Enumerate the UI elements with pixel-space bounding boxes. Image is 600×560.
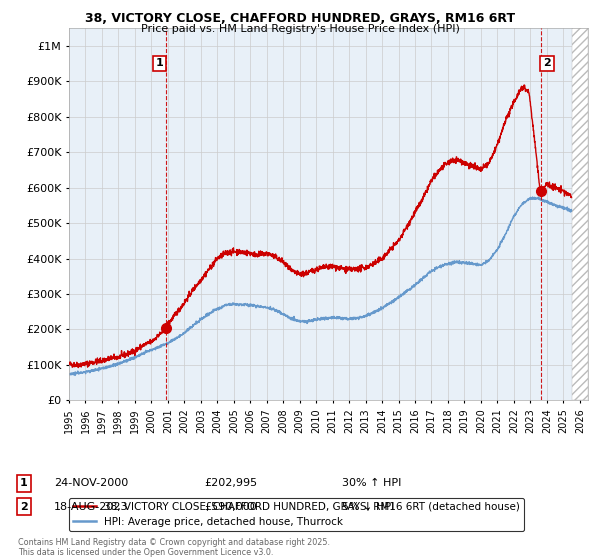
Text: 38, VICTORY CLOSE, CHAFFORD HUNDRED, GRAYS, RM16 6RT: 38, VICTORY CLOSE, CHAFFORD HUNDRED, GRA…: [85, 12, 515, 25]
Text: 5% ↓ HPI: 5% ↓ HPI: [342, 502, 394, 512]
Text: 1: 1: [20, 478, 28, 488]
Text: 1: 1: [155, 58, 163, 68]
Text: £590,000: £590,000: [204, 502, 257, 512]
Polygon shape: [572, 28, 588, 400]
Legend: 38, VICTORY CLOSE, CHAFFORD HUNDRED, GRAYS, RM16 6RT (detached house), HPI: Aver: 38, VICTORY CLOSE, CHAFFORD HUNDRED, GRA…: [69, 498, 524, 531]
Text: Contains HM Land Registry data © Crown copyright and database right 2025.
This d: Contains HM Land Registry data © Crown c…: [18, 538, 330, 557]
Text: 2: 2: [543, 58, 551, 68]
Text: Price paid vs. HM Land Registry's House Price Index (HPI): Price paid vs. HM Land Registry's House …: [140, 24, 460, 34]
Text: 2: 2: [20, 502, 28, 512]
Text: 24-NOV-2000: 24-NOV-2000: [54, 478, 128, 488]
Text: 30% ↑ HPI: 30% ↑ HPI: [342, 478, 401, 488]
Text: £202,995: £202,995: [204, 478, 257, 488]
Text: 18-AUG-2023: 18-AUG-2023: [54, 502, 128, 512]
